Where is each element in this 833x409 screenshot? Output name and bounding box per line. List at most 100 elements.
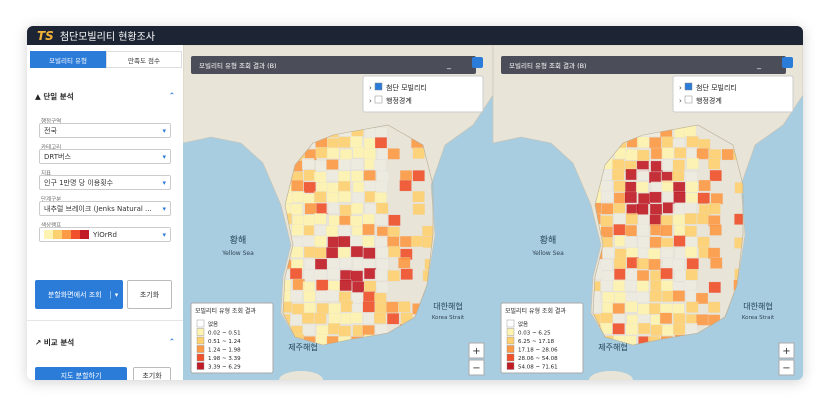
region (708, 158, 721, 170)
region (648, 258, 661, 271)
tab[interactable]: 모빌리티 유형 (30, 51, 106, 68)
select-arrow: ▾ (162, 126, 166, 135)
zoom-button[interactable] (468, 359, 485, 376)
reset-button[interactable]: 초기화 (133, 367, 171, 380)
collapse-icon: ⌃ (168, 91, 175, 100)
region (710, 257, 723, 269)
legend-swatch (506, 345, 515, 353)
logo: TS (37, 28, 54, 43)
checkbox[interactable] (374, 82, 383, 91)
select[interactable]: 전국 ▾ (39, 123, 171, 138)
zoom-button[interactable] (468, 342, 485, 359)
region (375, 180, 388, 193)
checkbox[interactable] (374, 95, 383, 104)
region (363, 312, 376, 324)
region (387, 148, 400, 160)
checkbox[interactable] (684, 82, 693, 91)
collapse-icon: ⌃ (168, 337, 175, 346)
color-ramp (44, 230, 89, 239)
sea-label: 제주해협 (288, 342, 317, 352)
split-map-button[interactable]: 지도 분할하기 (35, 367, 127, 380)
region (326, 159, 339, 171)
region (673, 313, 686, 325)
legend-title: 모빌리티 유형 조회 결과 (505, 307, 566, 315)
tab[interactable]: 만족도 점수 (106, 51, 182, 68)
region (328, 303, 341, 315)
region (314, 235, 327, 247)
legend-box (500, 302, 584, 374)
region (683, 280, 697, 292)
region (325, 225, 339, 238)
region (290, 290, 303, 302)
region (613, 223, 626, 236)
region (350, 312, 363, 324)
legend-swatch (506, 319, 515, 328)
region (350, 245, 364, 258)
section-header[interactable]: ↗ 비교 분석 ⌃ (35, 337, 175, 348)
sea-label: 대한해협 (433, 301, 462, 311)
region (684, 225, 697, 238)
region (650, 147, 664, 160)
region (376, 247, 389, 259)
sidebar: 모빌리티 유형 만족도 점수 ▲ 단일 분석 ⌃ 행정구역 전국 ▾ 카테고리 DRT버스… (27, 45, 183, 380)
layer-icon[interactable] (782, 57, 793, 68)
select[interactable]: 인구 1만명 당 이용횟수 ▾ (39, 175, 171, 190)
region (613, 213, 626, 225)
region (696, 314, 709, 326)
reset-button[interactable]: 초기화 (127, 280, 172, 309)
region (350, 158, 364, 170)
region (351, 292, 364, 304)
region (422, 236, 433, 248)
select[interactable]: YlOrRd ▾ (39, 227, 171, 242)
region (672, 203, 685, 215)
sea-label: 대한해협 (743, 301, 772, 311)
region (686, 258, 699, 270)
select-arrow: ▾ (162, 152, 166, 161)
legend-swatch (506, 353, 515, 362)
region (350, 170, 364, 182)
region (340, 300, 354, 313)
layer-icon[interactable] (472, 57, 483, 68)
region (684, 213, 697, 225)
region (363, 180, 377, 192)
region (337, 247, 351, 259)
legend-label: 17.18 ~ 28.06 (518, 348, 558, 354)
split-view-button[interactable]: 분할화면에서 조회 ▾ (35, 280, 123, 309)
region (611, 169, 625, 181)
region (411, 235, 424, 247)
region (303, 302, 317, 314)
region (636, 258, 650, 270)
zoom-icon: + (472, 346, 480, 357)
region (362, 301, 375, 313)
panel-bar (501, 56, 786, 74)
checkbox[interactable] (684, 95, 693, 104)
section-header[interactable]: ▲ 단일 분석 ⌃ (35, 91, 175, 102)
section-title: ↗ 비교 분석 (35, 338, 75, 347)
field-label: 단계구분 (41, 197, 62, 203)
region (291, 236, 305, 249)
zoom-button[interactable] (778, 359, 795, 376)
zoom-button[interactable] (778, 342, 795, 359)
region (650, 160, 663, 173)
region (674, 270, 688, 282)
region (387, 236, 400, 248)
region (650, 324, 663, 336)
field-label: 행정구역 (41, 119, 62, 125)
region (660, 267, 673, 280)
legend-label: 없음 (518, 320, 528, 328)
region (339, 204, 352, 217)
region (291, 180, 304, 192)
region (685, 181, 699, 193)
select[interactable]: DRT버스 ▾ (39, 149, 171, 164)
region (612, 313, 625, 325)
legend-label: 6.25 ~ 17.18 (518, 339, 555, 345)
select[interactable]: 내추럴 브레이크 (Jenks Natural ... ▾ (39, 201, 171, 216)
region (399, 170, 413, 182)
dropdown-icon: ▾ (109, 290, 118, 299)
select-arrow: ▾ (162, 230, 166, 239)
region (422, 225, 433, 238)
region (362, 235, 375, 248)
region (375, 235, 388, 248)
region (734, 237, 743, 249)
sea-label: 황해 (540, 235, 557, 246)
